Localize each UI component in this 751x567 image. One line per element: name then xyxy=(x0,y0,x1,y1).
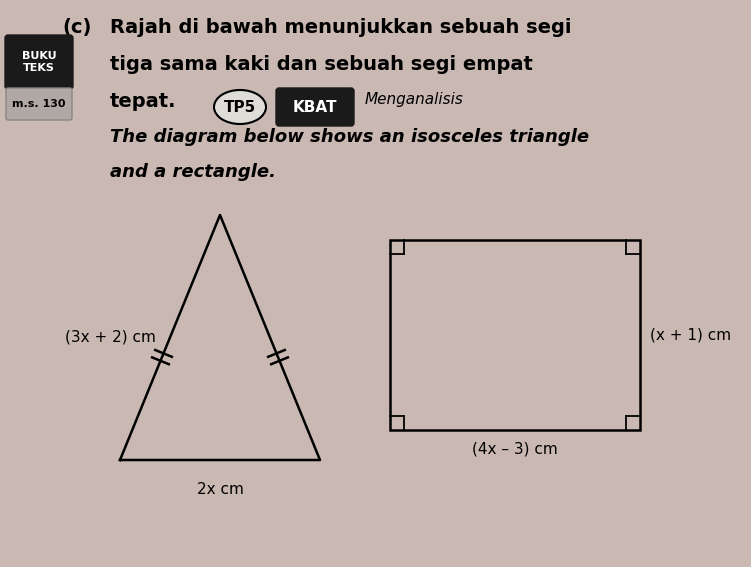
Ellipse shape xyxy=(214,90,266,124)
Text: (4x – 3) cm: (4x – 3) cm xyxy=(472,442,558,457)
Text: The diagram below shows an isosceles triangle: The diagram below shows an isosceles tri… xyxy=(110,128,589,146)
Text: and a rectangle.: and a rectangle. xyxy=(110,163,276,181)
Text: (x + 1) cm: (x + 1) cm xyxy=(650,328,731,342)
Text: (c): (c) xyxy=(62,18,92,37)
Text: KBAT: KBAT xyxy=(293,99,337,115)
Text: tepat.: tepat. xyxy=(110,92,176,111)
Text: Rajah di bawah menunjukkan sebuah segi: Rajah di bawah menunjukkan sebuah segi xyxy=(110,18,572,37)
Text: Menganalisis: Menganalisis xyxy=(365,92,464,107)
Text: BUKU
TEKS: BUKU TEKS xyxy=(22,51,56,73)
FancyBboxPatch shape xyxy=(6,88,72,120)
FancyBboxPatch shape xyxy=(5,35,73,89)
Text: TP5: TP5 xyxy=(224,99,256,115)
Bar xyxy=(390,240,640,430)
Text: m.s. 130: m.s. 130 xyxy=(12,99,66,109)
Text: tiga sama kaki dan sebuah segi empat: tiga sama kaki dan sebuah segi empat xyxy=(110,55,533,74)
Text: 2x cm: 2x cm xyxy=(197,482,243,497)
Text: (3x + 2) cm: (3x + 2) cm xyxy=(65,330,156,345)
FancyBboxPatch shape xyxy=(276,88,354,126)
